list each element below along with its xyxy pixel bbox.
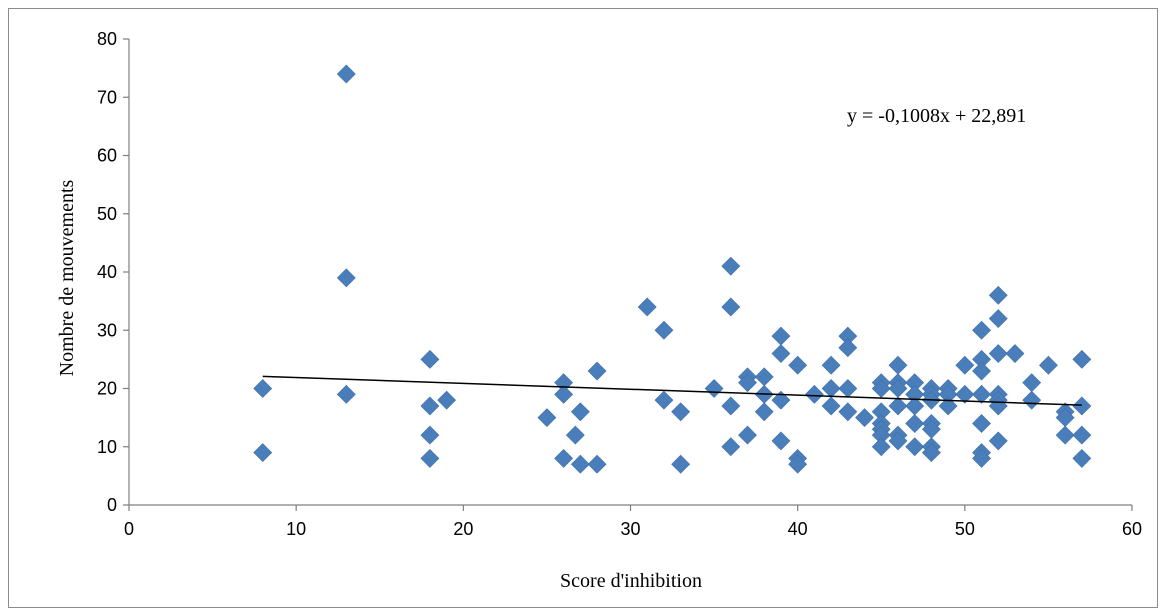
y-axis-ticks: 0 10 20 30 40 50 60 70 80 (97, 29, 129, 515)
data-point (972, 320, 991, 340)
data-point (587, 454, 607, 474)
data-point (1072, 349, 1092, 369)
data-point (888, 431, 908, 451)
data-point (754, 402, 774, 422)
y-tick-label: 30 (97, 320, 117, 340)
data-point (955, 355, 975, 375)
data-point (554, 448, 574, 468)
data-point (253, 379, 273, 398)
x-tick-label: 60 (1122, 519, 1142, 539)
data-point (821, 355, 841, 375)
data-point (988, 344, 1008, 363)
data-point (336, 268, 356, 288)
data-point (420, 396, 440, 416)
y-tick-label: 40 (97, 262, 117, 282)
data-point (671, 402, 691, 422)
data-point (637, 297, 657, 317)
data-point (1022, 373, 1042, 393)
data-point (1038, 355, 1058, 375)
y-tick-label: 20 (97, 379, 117, 399)
data-point (988, 309, 1008, 329)
x-tick-label: 50 (955, 519, 975, 539)
data-point (336, 64, 356, 84)
data-point (905, 414, 925, 433)
data-point (771, 326, 791, 346)
y-tick-label: 50 (97, 204, 117, 224)
data-point (570, 454, 590, 474)
data-point (888, 396, 908, 416)
data-point (738, 425, 757, 445)
data-point (1055, 425, 1075, 445)
data-point (420, 448, 440, 468)
y-tick-label: 80 (97, 29, 117, 49)
data-point (587, 361, 607, 381)
data-point (336, 384, 356, 404)
x-tick-label: 40 (788, 519, 808, 539)
data-point (253, 443, 273, 462)
data-point (537, 408, 557, 428)
x-tick-label: 0 (124, 519, 134, 539)
chart-frame: 0 10 20 30 40 50 60 70 80 0 10 20 30 40 50 60 y = -0,1… (8, 8, 1158, 608)
data-point (838, 402, 858, 422)
data-point (738, 373, 757, 393)
data-point (771, 431, 791, 451)
x-tick-label: 30 (620, 519, 640, 539)
data-point (988, 285, 1008, 305)
data-point (565, 425, 585, 445)
data-point (888, 355, 908, 375)
data-point (654, 320, 674, 340)
data-point (871, 437, 891, 457)
data-point (554, 384, 574, 404)
data-point (972, 414, 991, 433)
x-axis-ticks: 0 10 20 30 40 50 60 (124, 505, 1142, 539)
trendline-equation: y = -0,1008x + 22,891 (847, 105, 1026, 127)
data-point (972, 448, 991, 468)
data-point (988, 431, 1008, 451)
data-point (704, 379, 724, 398)
data-point (1005, 344, 1025, 363)
data-point (654, 390, 674, 410)
y-tick-label: 70 (97, 87, 117, 107)
data-point (855, 408, 874, 428)
data-points (253, 64, 1092, 474)
data-point (671, 454, 691, 474)
data-point (921, 443, 941, 462)
data-point (804, 384, 824, 404)
data-point (905, 437, 925, 457)
data-point (721, 396, 741, 416)
data-point (838, 338, 858, 358)
data-point (721, 297, 741, 317)
trendline (262, 375, 1082, 406)
data-point (972, 361, 991, 381)
x-axis-title: Score d'inhibition (560, 570, 702, 592)
data-point (771, 344, 791, 363)
data-point (437, 390, 457, 410)
x-tick-label: 20 (453, 519, 473, 539)
data-point (420, 349, 440, 369)
x-tick-label: 10 (286, 519, 306, 539)
data-point (1072, 448, 1092, 468)
data-point (771, 390, 791, 410)
data-point (721, 437, 741, 457)
data-point (570, 402, 590, 422)
data-point (972, 384, 991, 404)
data-point (788, 355, 808, 375)
data-point (754, 367, 774, 387)
data-point (821, 379, 841, 398)
data-point (1022, 390, 1042, 410)
data-point (721, 256, 741, 276)
y-tick-label: 10 (97, 437, 117, 457)
data-point (938, 396, 958, 416)
data-point (1072, 396, 1092, 416)
data-point (821, 396, 841, 416)
data-point (788, 454, 808, 474)
y-tick-label: 60 (97, 146, 117, 166)
y-tick-label: 0 (107, 495, 117, 515)
scatter-chart: 0 10 20 30 40 50 60 70 80 0 10 20 30 40 50 60 y = -0,1… (56, 29, 1142, 592)
data-point (955, 384, 975, 404)
data-point (1072, 425, 1092, 445)
data-point (838, 379, 858, 398)
data-point (420, 425, 440, 445)
y-axis-title: Nombre de mouvements (56, 179, 78, 376)
